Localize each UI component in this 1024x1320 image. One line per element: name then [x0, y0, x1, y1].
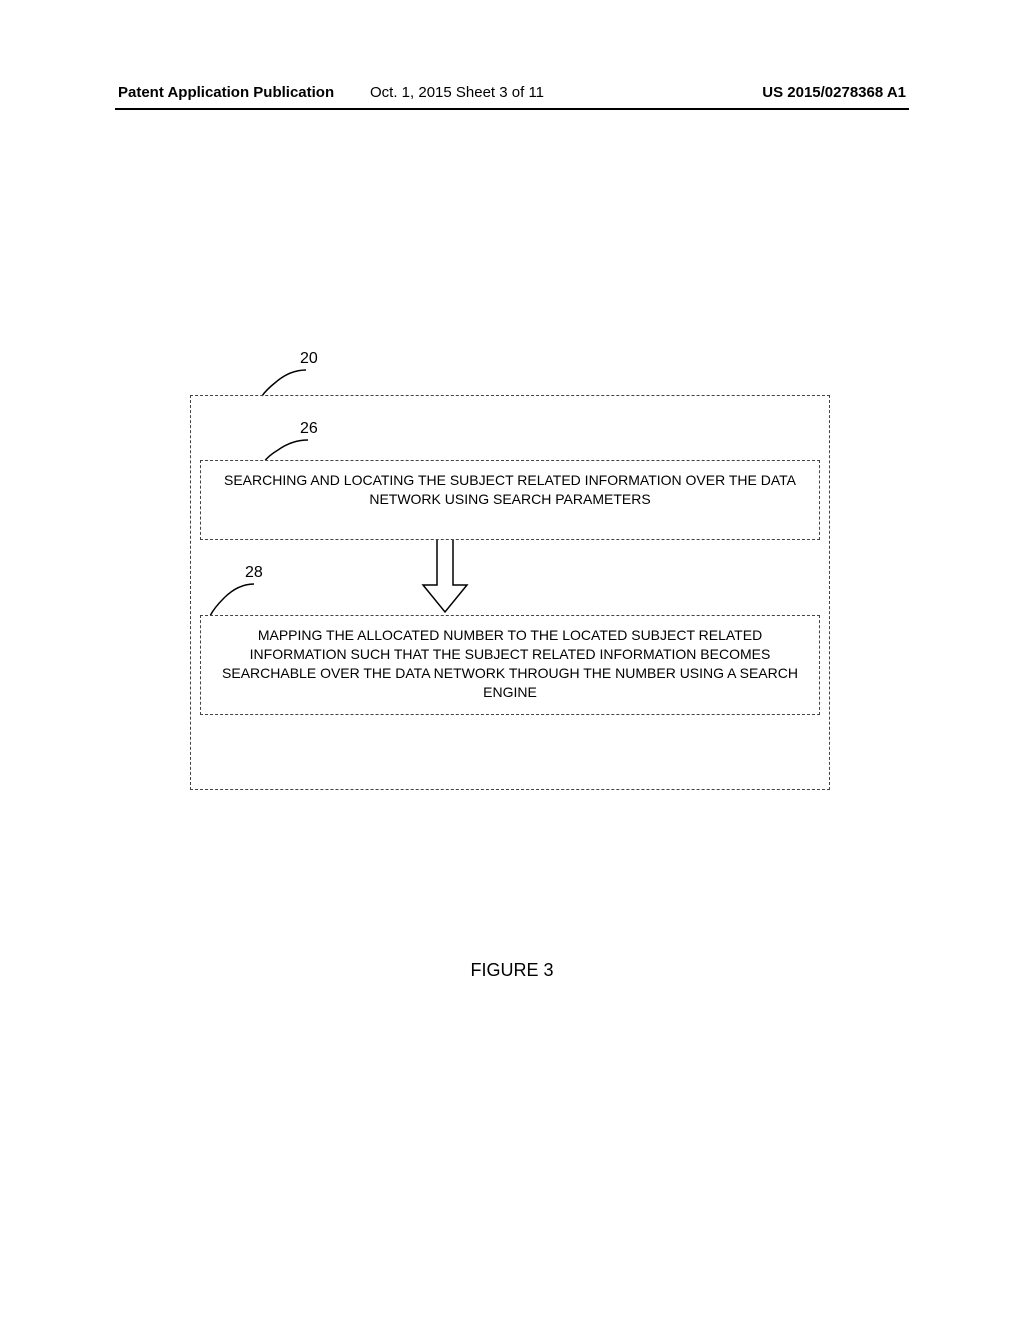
step-26-text: SEARCHING AND LOCATING THE SUBJECT RELAT… [224, 472, 796, 507]
page: Patent Application Publication Oct. 1, 2… [0, 0, 1024, 1320]
diagram: 20 26 28 SEARCHING AND LOCATING THE SUBJ… [0, 0, 1024, 1320]
step-28-text: MAPPING THE ALLOCATED NUMBER TO THE LOCA… [222, 627, 798, 700]
step-box-28: MAPPING THE ALLOCATED NUMBER TO THE LOCA… [200, 615, 820, 715]
figure-caption: FIGURE 3 [0, 960, 1024, 981]
outer-container-box [190, 395, 830, 790]
ref-label-20: 20 [300, 350, 318, 368]
flow-arrow-icon [420, 540, 470, 615]
leader-20-icon [260, 368, 310, 398]
step-box-26: SEARCHING AND LOCATING THE SUBJECT RELAT… [200, 460, 820, 540]
